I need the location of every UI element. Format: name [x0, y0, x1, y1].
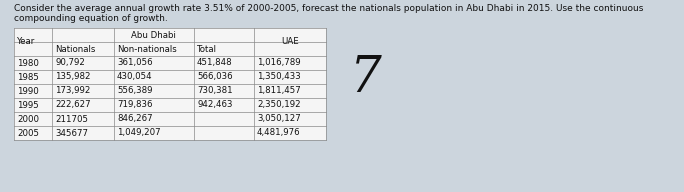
Text: 361,056: 361,056	[117, 59, 153, 68]
Text: 1985: 1985	[17, 73, 39, 81]
Text: 430,054: 430,054	[117, 73, 153, 81]
Text: Total: Total	[197, 45, 217, 54]
Text: 1980: 1980	[17, 59, 39, 68]
Text: 135,982: 135,982	[55, 73, 90, 81]
Text: 1,350,433: 1,350,433	[257, 73, 301, 81]
Text: Non-nationals: Non-nationals	[117, 45, 176, 54]
Text: 2,350,192: 2,350,192	[257, 100, 301, 109]
Text: 942,463: 942,463	[197, 100, 233, 109]
Text: 2000: 2000	[17, 114, 39, 123]
Text: 2005: 2005	[17, 128, 39, 137]
Bar	[14, 28, 326, 140]
Text: 173,992: 173,992	[55, 87, 90, 95]
Text: compounding equation of growth.: compounding equation of growth.	[14, 14, 168, 23]
Text: 1995: 1995	[17, 100, 39, 109]
Text: 846,267: 846,267	[117, 114, 153, 123]
Text: UAE: UAE	[281, 37, 299, 46]
Text: 730,381: 730,381	[197, 87, 233, 95]
Text: 1990: 1990	[17, 87, 39, 95]
Text: Consider the average annual growth rate 3.51% of 2000-2005, forecast the nationa: Consider the average annual growth rate …	[14, 4, 644, 13]
Text: 90,792: 90,792	[55, 59, 85, 68]
Text: 566,036: 566,036	[197, 73, 233, 81]
Text: Year: Year	[17, 37, 36, 46]
Text: 1,049,207: 1,049,207	[117, 128, 161, 137]
Text: 1,811,457: 1,811,457	[257, 87, 301, 95]
Text: 4,481,976: 4,481,976	[257, 128, 301, 137]
Text: 719,836: 719,836	[117, 100, 153, 109]
Text: 7: 7	[350, 54, 382, 103]
Text: 1,016,789: 1,016,789	[257, 59, 301, 68]
Text: 211705: 211705	[55, 114, 88, 123]
Text: 222,627: 222,627	[55, 100, 90, 109]
Text: 345677: 345677	[55, 128, 88, 137]
Text: 451,848: 451,848	[197, 59, 233, 68]
Text: Nationals: Nationals	[55, 45, 95, 54]
Text: Abu Dhabi: Abu Dhabi	[131, 31, 175, 40]
Text: 556,389: 556,389	[117, 87, 153, 95]
Text: 3,050,127: 3,050,127	[257, 114, 301, 123]
